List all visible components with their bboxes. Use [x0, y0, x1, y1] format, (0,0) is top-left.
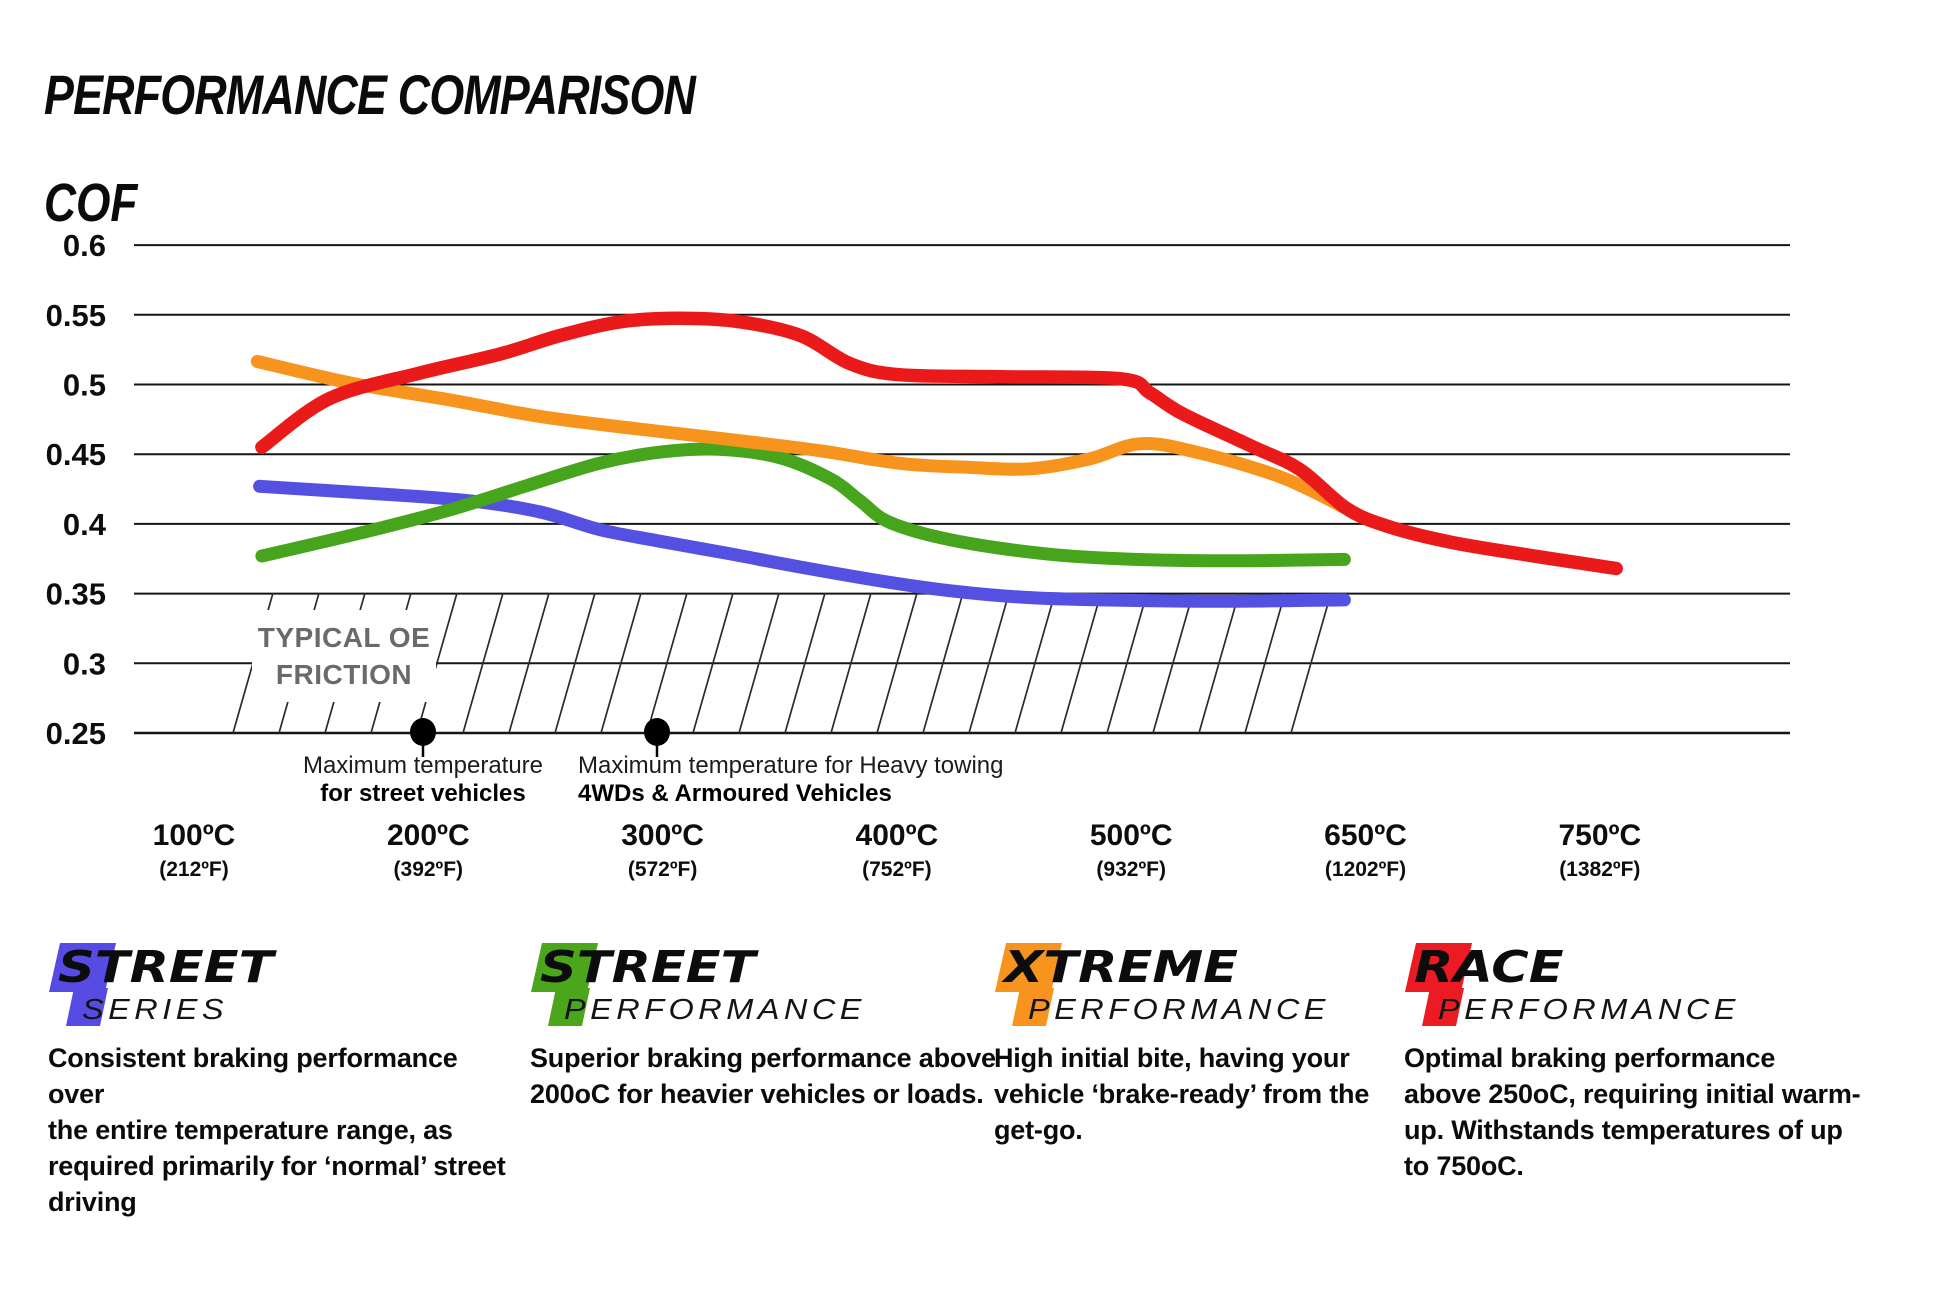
x-tick-celsius: 750ºC — [1558, 819, 1641, 852]
street-series-mark-icon — [49, 943, 116, 1026]
legend-race-performance: RACE PERFORMANCE Optimal braking perform… — [1402, 940, 1872, 1240]
x-tick-celsius: 200ºC — [387, 819, 470, 852]
y-tick-label: 0.35 — [46, 577, 106, 612]
legend-title-word2: PERFORMANCE — [564, 994, 866, 1026]
legend-title-word1: STREET — [540, 942, 756, 993]
mark-top-block — [49, 943, 116, 992]
mark-tail-block — [548, 988, 590, 1026]
x-tick-fahrenheit: (1202ºF) — [1325, 858, 1406, 881]
mark-tail-block — [1012, 988, 1054, 1026]
annotation-street-line2: for street vehicles — [320, 780, 525, 807]
x-tick-celsius: 300ºC — [621, 819, 704, 852]
street-performance-mark-icon — [531, 943, 598, 1026]
legend-description: Optimal braking performance above 250oC,… — [1404, 1043, 1861, 1181]
y-tick-label: 0.3 — [63, 646, 106, 681]
legend-title-word2: SERIES — [82, 994, 229, 1026]
legend-title-word2: PERFORMANCE — [1028, 994, 1330, 1026]
race-performance-mark-icon — [1405, 943, 1472, 1026]
y-tick-label: 0.45 — [46, 437, 106, 472]
mark-top-block — [531, 943, 598, 992]
annotation-towing-line2: 4WDs & Armoured Vehicles — [578, 780, 892, 807]
x-tick-celsius: 500ºC — [1090, 819, 1173, 852]
legend-title-word1: STREET — [58, 942, 274, 993]
annotation-towing-line1: Maximum temperature for Heavy towing — [578, 752, 1003, 779]
page-title: PERFORMANCE COMPARISON — [44, 63, 696, 126]
oe-label-line1: TYPICAL OE — [258, 622, 431, 653]
cof-temperature-line-chart: TYPICAL OE FRICTION Maximum temperature … — [46, 228, 1790, 881]
legend-title-word2: PERFORMANCE — [1438, 994, 1740, 1026]
x-tick-celsius: 650ºC — [1324, 819, 1407, 852]
mark-top-block — [1405, 943, 1472, 992]
x-tick-fahrenheit: (212ºF) — [159, 858, 229, 881]
hatch-region — [225, 593, 1345, 733]
x-tick-celsius: 100ºC — [153, 819, 236, 852]
legend-description: Superior braking performance above 200oC… — [530, 1043, 996, 1109]
legend-title-word1: RACE — [1414, 942, 1564, 993]
y-tick-label: 0.25 — [46, 716, 106, 751]
x-axis-labels: 100ºC (212ºF) 200ºC (392ºF) 300ºC (572ºF) 400º… — [153, 819, 1641, 881]
oe-label-backdrop — [252, 610, 436, 702]
legend-street-series: STREET SERIES Consistent braking perform… — [46, 940, 516, 1240]
marker-dot-towing — [644, 718, 670, 746]
legend-xtreme-performance: XTREME PERFORMANCE High initial bite, ha… — [992, 940, 1462, 1240]
annotation-street-line1: Maximum temperature — [303, 752, 543, 779]
oe-label-line2: FRICTION — [276, 659, 412, 690]
curve-race-performance — [255, 311, 1623, 576]
x-tick-fahrenheit: (752ºF) — [862, 858, 932, 881]
x-tick-fahrenheit: (1382ºF) — [1559, 858, 1640, 881]
mark-tail-block — [66, 988, 108, 1026]
legend-title-word1: XTREME — [1004, 942, 1238, 993]
xtreme-performance-mark-icon — [995, 943, 1062, 1026]
y-axis-labels: 0.6 0.55 0.5 0.45 0.4 0.35 0.3 0.25 — [46, 228, 107, 751]
curve-street-series — [253, 479, 1351, 608]
x-tick-fahrenheit: (392ºF) — [394, 858, 464, 881]
legend-description: High initial bite, having your vehicle ‘… — [994, 1043, 1370, 1145]
y-tick-label: 0.5 — [63, 368, 106, 403]
y-tick-label: 0.4 — [63, 507, 107, 542]
x-tick-fahrenheit: (932ºF) — [1096, 858, 1166, 881]
x-tick-celsius: 400ºC — [856, 819, 939, 852]
series-curves — [250, 311, 1623, 608]
x-tick-fahrenheit: (572ºF) — [628, 858, 698, 881]
marker-dot-street — [410, 718, 436, 746]
mark-tail-block — [1422, 988, 1464, 1026]
y-tick-label: 0.6 — [63, 228, 106, 263]
curve-street-performance — [255, 442, 1351, 568]
y-tick-label: 0.55 — [46, 298, 106, 333]
y-axis-title: COF — [44, 173, 138, 233]
mark-top-block — [995, 943, 1062, 992]
legend-street-performance: STREET PERFORMANCE Superior braking perf… — [528, 940, 998, 1240]
typical-oe-friction-band: TYPICAL OE FRICTION — [225, 593, 1345, 733]
curve-xtreme-performance — [250, 355, 1354, 516]
legend-description: Consistent braking performance over the … — [48, 1043, 506, 1217]
temperature-markers: Maximum temperature for street vehicles … — [303, 718, 1003, 807]
